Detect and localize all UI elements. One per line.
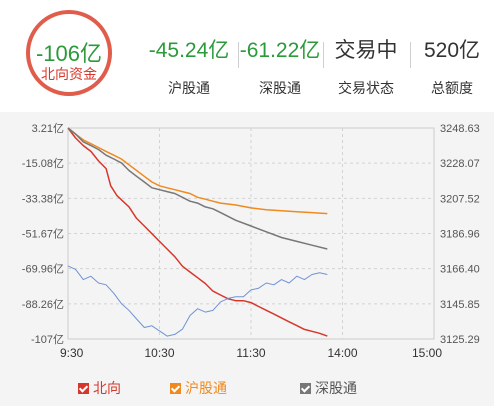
legend-northbound[interactable]: 北向 — [78, 378, 121, 398]
series-line-深股通 — [67, 127, 328, 250]
y-right-tick-label: 3166.40 — [440, 264, 480, 276]
stat-total-quota-value: 520亿 — [423, 39, 481, 62]
x-tick-label: 15:00 — [412, 346, 442, 360]
y-left-tick-label: -69.96亿 — [22, 263, 64, 276]
series-line-北向 — [67, 127, 328, 337]
northbound-total-value: -106亿 — [35, 41, 103, 66]
legend-sgt[interactable]: 深股通 — [300, 378, 357, 398]
series-line-指数 — [67, 265, 328, 337]
y-left-tick-label: -88.26亿 — [22, 298, 64, 311]
stat-trading-status-value: 交易中 — [334, 39, 398, 62]
stat-hgt[interactable]: -45.24亿 沪股通 — [140, 38, 238, 98]
x-tick-label: 9:30 — [60, 346, 84, 360]
y-left-tick-label: -33.38亿 — [22, 192, 64, 205]
legend-label: 深股通 — [315, 380, 357, 396]
stat-hgt-value: -45.24亿 — [148, 39, 230, 62]
header: -106亿 北向资金 -45.24亿 沪股通 -61.22亿 深股通 交易中 交… — [0, 0, 494, 112]
y-right-tick-label: 3207.52 — [440, 193, 480, 205]
separator — [410, 42, 411, 68]
y-right-tick-label: 3186.96 — [440, 229, 480, 241]
stat-sgt-value: -61.22亿 — [239, 39, 321, 62]
y-left-tick-label: -107亿 — [31, 333, 64, 346]
legend-checkbox-icon[interactable] — [78, 382, 89, 394]
y-left-tick-label: 3.21亿 — [32, 122, 64, 135]
y-right-tick-label: 3145.85 — [440, 299, 480, 311]
y-left-tick-label: -51.67亿 — [22, 228, 64, 241]
series-line-沪股通 — [67, 127, 328, 215]
legend-label: 沪股通 — [185, 380, 227, 396]
stat-sgt[interactable]: -61.22亿 深股通 — [236, 38, 324, 98]
stat-trading-status-label: 交易状态 — [338, 80, 394, 96]
legend-checkbox-icon[interactable] — [300, 382, 311, 394]
stat-sgt-label: 深股通 — [259, 80, 301, 96]
stat-total-quota-label: 总额度 — [431, 80, 473, 96]
stat-trading-status[interactable]: 交易中 交易状态 — [326, 38, 406, 98]
legend-label: 北向 — [93, 380, 121, 396]
y-right-tick-label: 3125.29 — [440, 334, 480, 346]
northbound-total-badge[interactable]: -106亿 北向资金 — [26, 10, 112, 96]
x-tick-label: 11:30 — [236, 346, 265, 360]
y-right-tick-label: 3248.63 — [440, 123, 480, 135]
separator — [323, 42, 324, 68]
x-tick-label: 10:30 — [144, 346, 174, 360]
y-left-tick-label: -15.08亿 — [22, 157, 64, 170]
legend-checkbox-icon[interactable] — [170, 382, 181, 394]
separator — [238, 42, 239, 68]
stat-total-quota[interactable]: 520亿 总额度 — [414, 38, 490, 98]
y-right-tick-label: 3228.07 — [440, 158, 480, 170]
x-tick-label: 14:00 — [327, 346, 357, 360]
northbound-total-label: 北向资金 — [41, 66, 97, 82]
legend-hgt[interactable]: 沪股通 — [170, 378, 227, 398]
stat-hgt-label: 沪股通 — [168, 80, 210, 96]
